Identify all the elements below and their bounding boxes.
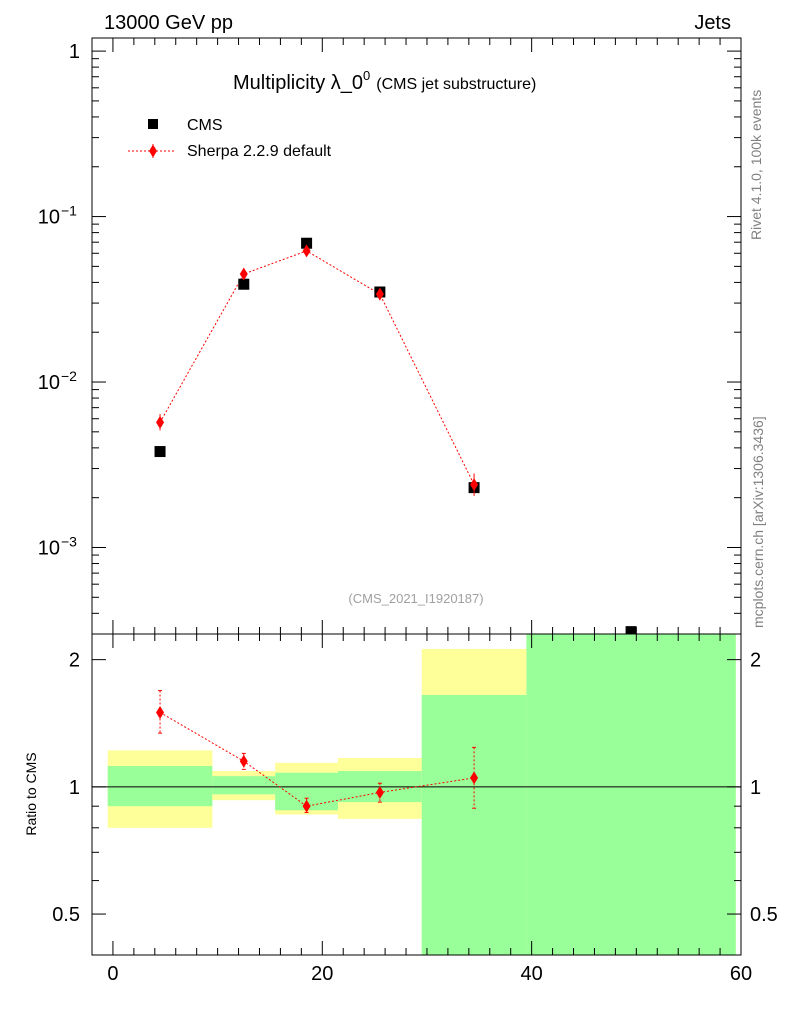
chart-title-sup: 0 [363, 68, 370, 83]
main-y-tick-label-3: 10 [38, 537, 60, 559]
legend-cms-label: CMS [187, 117, 223, 134]
main-y-tick-label-1: 10 [38, 207, 60, 229]
ratio-mc-point-4 [470, 771, 479, 785]
ratio-y-axis: 0.5 0.5 1 1 2 2 [52, 650, 778, 956]
ratio-bands [107, 634, 736, 955]
cms-point-2 [301, 237, 313, 249]
process-label: Jets [694, 12, 731, 34]
x-axis: 0 20 40 60 [107, 38, 752, 985]
main-series [154, 237, 637, 634]
ratio-mc-line [159, 712, 475, 807]
x-tick-label-3: 60 [730, 963, 752, 985]
mc-point-0 [156, 415, 165, 429]
rivet-label: Rivet 4.1.0, 100k events [748, 90, 764, 240]
legend-mc-marker [149, 144, 157, 158]
main-y-tick-exp-3: −3 [61, 533, 77, 549]
ratio-mc-point-2 [302, 799, 311, 813]
chart-title-sub: (CMS jet substructure) [376, 76, 536, 93]
energy-label: 13000 GeV pp [104, 12, 233, 34]
main-y-tick-label-2: 10 [38, 372, 60, 394]
cms-point-5 [625, 626, 637, 634]
ratio-panel-frame [91, 633, 742, 956]
band-inner-0 [107, 766, 213, 807]
ratio-mc-point-1 [239, 754, 248, 768]
legend: CMS Sherpa 2.2.9 default [128, 117, 332, 160]
ratio-series [156, 690, 479, 813]
source-label: mcplots.cern.ch [arXiv:1306.3436] [750, 416, 766, 628]
legend-cms-marker [148, 119, 158, 129]
ratio-mc-point-3 [375, 785, 384, 799]
chart-title: Multiplicity λ_00 (CMS jet substructure) [233, 68, 536, 94]
mc-point-1 [239, 267, 248, 281]
main-y-axis: 110−110−210−3 [38, 41, 741, 635]
x-tick-label-2: 40 [521, 963, 543, 985]
mc-line [159, 250, 475, 485]
main-y-tick-exp-1: −1 [61, 203, 77, 219]
mc-point-2 [302, 244, 311, 258]
ratio-y-tick-label-left-0: 0.5 [52, 904, 80, 926]
main-y-tick-label-0: 1 [69, 41, 80, 63]
band-inner-1 [212, 776, 276, 795]
ratio-ylabel: Ratio to CMS [23, 752, 39, 835]
ratio-y-tick-label-left-1: 1 [69, 777, 80, 799]
ratio-y-tick-label-right-2: 2 [750, 650, 761, 672]
ratio-y-tick-label-right-1: 1 [750, 777, 761, 799]
band-inner-4 [421, 694, 527, 955]
analysis-id: (CMS_2021_I1920187) [348, 591, 483, 606]
mc-point-3 [375, 287, 384, 301]
legend-mc-label: Sherpa 2.2.9 default [187, 143, 332, 160]
mc-point-4 [470, 478, 479, 492]
ratio-y-tick-label-left-2: 2 [69, 650, 80, 672]
chart-title-main: Multiplicity λ_0 [233, 72, 363, 94]
cms-point-1 [238, 278, 250, 290]
main-y-tick-exp-2: −2 [61, 368, 77, 384]
cms-point-0 [154, 446, 166, 458]
ratio-mc-point-0 [156, 705, 165, 719]
x-tick-label-0: 0 [107, 963, 118, 985]
ratio-y-tick-label-right-0: 0.5 [750, 904, 778, 926]
x-tick-label-1: 20 [311, 963, 333, 985]
band-inner-5 [526, 634, 736, 955]
